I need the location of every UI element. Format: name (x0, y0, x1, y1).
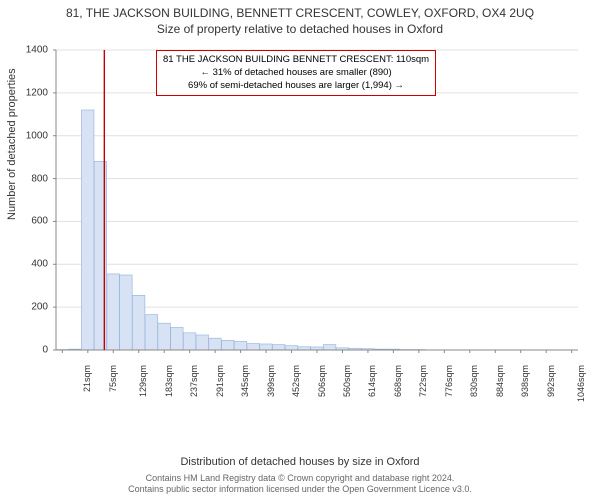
x-tick-label: 614sqm (367, 365, 377, 397)
x-axis-label: Distribution of detached houses by size … (0, 456, 600, 468)
y-tick-label: 800 (18, 173, 48, 184)
x-tick-label: 776sqm (444, 365, 454, 397)
y-tick-label: 200 (18, 302, 48, 313)
x-tick-label: 1046sqm (576, 365, 586, 402)
x-tick-label: 560sqm (342, 365, 352, 397)
x-tick-label: 506sqm (317, 365, 327, 397)
x-tick-label: 884sqm (495, 365, 505, 397)
x-tick-label: 75sqm (108, 365, 118, 392)
y-tick-label: 1400 (18, 45, 48, 56)
callout-line2: ← 31% of detached houses are smaller (89… (163, 67, 429, 80)
footer-line2: Contains public sector information licen… (0, 484, 600, 496)
callout-line3: 69% of semi-detached houses are larger (… (163, 80, 429, 93)
x-tick-label: 992sqm (546, 365, 556, 397)
page-title: 81, THE JACKSON BUILDING, BENNETT CRESCE… (0, 0, 600, 20)
x-tick-label: 668sqm (393, 365, 403, 397)
x-tick-label: 21sqm (82, 365, 92, 392)
x-tick-label: 938sqm (520, 365, 530, 397)
footer: Contains HM Land Registry data © Crown c… (0, 473, 600, 496)
x-tick-label: 237sqm (189, 365, 199, 397)
x-tick-label: 345sqm (240, 365, 250, 397)
chart-area: 0200400600800100012001400 21sqm75sqm129s… (52, 46, 582, 406)
chart-subtitle: Size of property relative to detached ho… (0, 20, 600, 40)
callout-line1: 81 THE JACKSON BUILDING BENNETT CRESCENT… (163, 54, 429, 67)
x-tick-label: 291sqm (215, 365, 225, 397)
chart-container: 81, THE JACKSON BUILDING, BENNETT CRESCE… (0, 0, 600, 500)
x-tick-label: 452sqm (291, 365, 301, 397)
histogram-plot (52, 46, 582, 406)
callout-box: 81 THE JACKSON BUILDING BENNETT CRESCENT… (156, 50, 436, 96)
x-tick-label: 722sqm (418, 365, 428, 397)
y-tick-label: 0 (18, 345, 48, 356)
footer-line1: Contains HM Land Registry data © Crown c… (0, 473, 600, 485)
y-tick-label: 400 (18, 259, 48, 270)
x-tick-label: 183sqm (164, 365, 174, 397)
y-tick-label: 1000 (18, 130, 48, 141)
y-tick-label: 1200 (18, 87, 48, 98)
x-tick-label: 399sqm (266, 365, 276, 397)
x-tick-label: 830sqm (469, 365, 479, 397)
y-tick-label: 600 (18, 216, 48, 227)
y-axis-label: Number of detached properties (6, 68, 18, 220)
x-tick-label: 129sqm (138, 365, 148, 397)
